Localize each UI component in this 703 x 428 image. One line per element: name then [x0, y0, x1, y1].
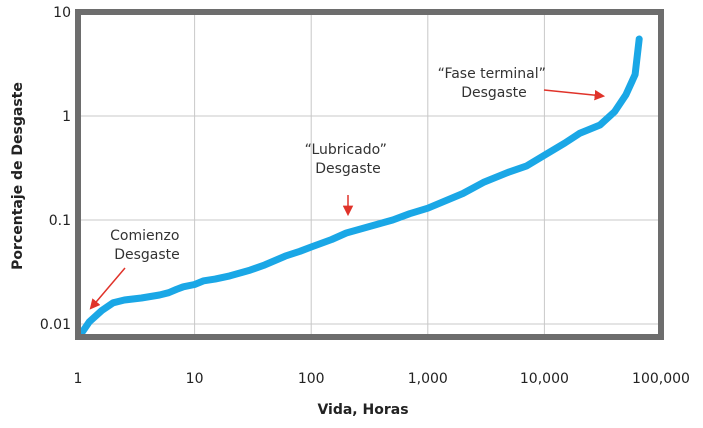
y-tick-label: 0.1	[49, 213, 71, 229]
annotation-start-line2: Desgaste	[114, 247, 180, 263]
y-axis-title: Porcentaje de Desgaste	[10, 82, 26, 270]
x-tick-label: 100	[298, 371, 325, 387]
y-tick-label: 0.01	[40, 317, 71, 333]
annotation-terminal-line2: Desgaste	[461, 85, 527, 101]
plot-frame	[75, 9, 664, 340]
x-tick-label: 1,000	[408, 371, 448, 387]
x-tick-label: 100,000	[632, 371, 690, 387]
annotation-start-line1: Comienzo	[110, 228, 179, 244]
annotation-terminal-line1: “Fase terminal”	[438, 66, 546, 82]
wear-series-line	[77, 35, 643, 337]
grid-layer	[78, 12, 661, 337]
y-tick-label: 1	[62, 109, 71, 125]
annotation-lubricated-line1: “Lubricado”	[305, 142, 387, 158]
x-tick-label: 1	[74, 371, 83, 387]
x-axis-title: Vida, Horas	[317, 402, 408, 418]
svg-text:Comienzo Desgaste: Comienzo Desgaste	[110, 228, 184, 263]
x-tick-label: 10	[186, 371, 204, 387]
annotation-start-arrow	[89, 267, 126, 310]
svg-text:“Fase terminal” Desgaste: “Fase terminal” Desgaste	[438, 66, 551, 101]
tick-layer: 1 10 100 1,000 10,000 100,000 0.01 0.1 1 10	[40, 5, 690, 387]
annotation-lubricated-wear: “Lubricado” Desgaste	[305, 142, 392, 217]
series-layer	[77, 35, 643, 337]
svg-text:“Lubricado” Desgaste: “Lubricado” Desgaste	[305, 142, 392, 177]
annotation-terminal-arrow	[543, 89, 606, 101]
annotation-terminal-wear: “Fase terminal” Desgaste	[438, 66, 606, 101]
annotation-start-wear: Comienzo Desgaste	[89, 228, 184, 310]
y-tick-label: 10	[53, 5, 71, 21]
x-tick-label: 10,000	[520, 371, 569, 387]
annotation-lubricated-line2: Desgaste	[315, 161, 381, 177]
